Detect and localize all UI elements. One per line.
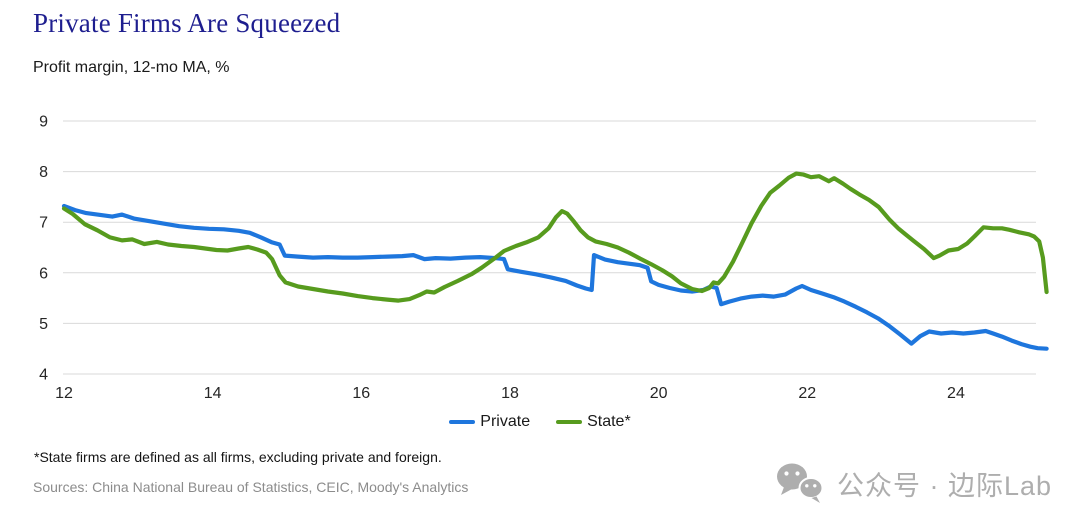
x-axis-label: 20: [650, 385, 668, 402]
series-line-state: [61, 171, 1049, 303]
x-axis-label: 16: [352, 385, 370, 402]
legend-item-state: State*: [556, 413, 631, 431]
legend-swatch: [556, 420, 583, 424]
legend: Private State*: [0, 413, 1080, 431]
y-axis-label: 8: [39, 164, 48, 181]
legend-label: Private: [480, 413, 531, 430]
x-axis-label: 24: [947, 385, 965, 402]
legend-item-private: Private: [449, 413, 530, 431]
x-axis-label: 18: [501, 385, 519, 402]
footnote: *State firms are defined as all firms, e…: [34, 449, 442, 465]
chart-subtitle: Profit margin, 12-mo MA, %: [33, 59, 230, 76]
x-axis-label: 14: [204, 385, 222, 402]
watermark-text: 公众号 · 边际Lab: [836, 470, 1052, 501]
wechat-icon: [776, 463, 824, 503]
legend-swatch: [449, 420, 476, 424]
y-axis-label: 7: [39, 215, 48, 232]
x-axis-label: 12: [55, 385, 73, 402]
sources: Sources: China National Bureau of Statis…: [33, 479, 469, 495]
y-axis-label: 4: [39, 367, 48, 384]
y-axis-label: 9: [39, 114, 48, 131]
y-axis-label: 5: [39, 316, 48, 333]
legend-label: State*: [587, 413, 631, 430]
series-line-private: [61, 203, 1049, 351]
page-title: Private Firms Are Squeezed: [33, 8, 341, 38]
watermark: 公众号 · 边际Lab: [775, 462, 1052, 504]
x-axis-label: 22: [798, 385, 816, 402]
y-axis-label: 6: [39, 265, 48, 282]
